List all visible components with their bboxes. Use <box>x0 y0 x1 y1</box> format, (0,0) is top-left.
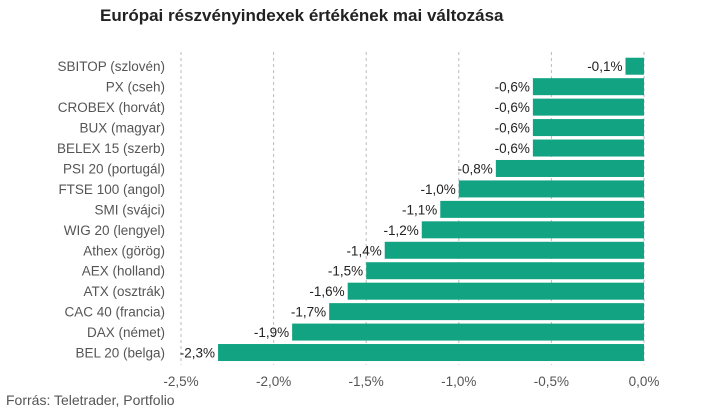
value-label: -1,7% <box>291 305 326 320</box>
category-label: CROBEX (horvát) <box>58 100 165 115</box>
value-label: -1,0% <box>421 182 456 197</box>
x-tick-label: -1,0% <box>441 374 476 389</box>
category-label: DAX (német) <box>87 325 165 340</box>
value-label: -2,3% <box>180 346 215 361</box>
value-label: -1,9% <box>254 325 289 340</box>
bar <box>440 200 644 218</box>
value-label: -0,6% <box>495 121 530 136</box>
category-label: PX (cseh) <box>106 80 165 95</box>
value-label: -1,4% <box>346 243 381 258</box>
value-label: -1,5% <box>328 264 363 279</box>
category-label: PSI 20 (portugál) <box>63 161 165 176</box>
bar <box>329 303 644 321</box>
bar <box>292 323 644 341</box>
value-label: -1,1% <box>402 202 437 217</box>
bar <box>532 119 644 137</box>
x-tick-label: -2,0% <box>256 374 291 389</box>
value-label: -0,1% <box>587 59 622 74</box>
category-label: Athex (görög) <box>83 243 165 258</box>
x-tick-label: -1,5% <box>349 374 384 389</box>
source-note: Forrás: Teletrader, Portfolio <box>6 392 175 408</box>
bar <box>625 57 644 75</box>
bar <box>532 98 644 116</box>
category-label: BEL 20 (belga) <box>75 346 165 361</box>
bar <box>495 159 644 177</box>
category-label: BUX (magyar) <box>79 121 165 136</box>
category-label: WIG 20 (lengyel) <box>64 223 165 238</box>
bar <box>384 241 644 259</box>
category-label: BELEX 15 (szerb) <box>57 141 165 156</box>
value-label: -1,6% <box>309 284 344 299</box>
value-label: -1,2% <box>383 223 418 238</box>
bar <box>366 262 644 280</box>
bar <box>218 344 645 362</box>
bar <box>532 139 644 157</box>
value-label: -0,6% <box>495 100 530 115</box>
category-label: SBITOP (szlovén) <box>57 59 165 74</box>
x-axis-ticks: -2,5% -2,0% -1,5% -1,0% -0,5% 0,0% <box>163 374 659 389</box>
category-labels: SBITOP (szlovén) PX (cseh) CROBEX (horvát)… <box>57 59 165 360</box>
category-label: FTSE 100 (angol) <box>58 182 165 197</box>
bars <box>218 57 645 362</box>
value-labels: -0,1%-0,6%-0,6%-0,6%-0,6%-0,8%-1,0%-1,1%… <box>180 59 623 360</box>
category-label: ATX (osztrák) <box>83 284 165 299</box>
category-label: AEX (holland) <box>82 264 165 279</box>
category-label: SMI (svájci) <box>95 202 166 217</box>
chart-title: Európai részvényindexek értékének mai vá… <box>100 6 504 25</box>
x-tick-label: -2,5% <box>163 374 198 389</box>
bar <box>347 282 644 300</box>
x-tick-label: -0,5% <box>534 374 569 389</box>
bar <box>458 180 644 198</box>
value-label: -0,6% <box>495 141 530 156</box>
bar <box>421 221 644 239</box>
x-tick-label: 0,0% <box>629 374 660 389</box>
bar <box>532 78 644 96</box>
category-label: CAC 40 (francia) <box>64 305 165 320</box>
value-label: -0,6% <box>495 80 530 95</box>
value-label: -0,8% <box>458 161 493 176</box>
